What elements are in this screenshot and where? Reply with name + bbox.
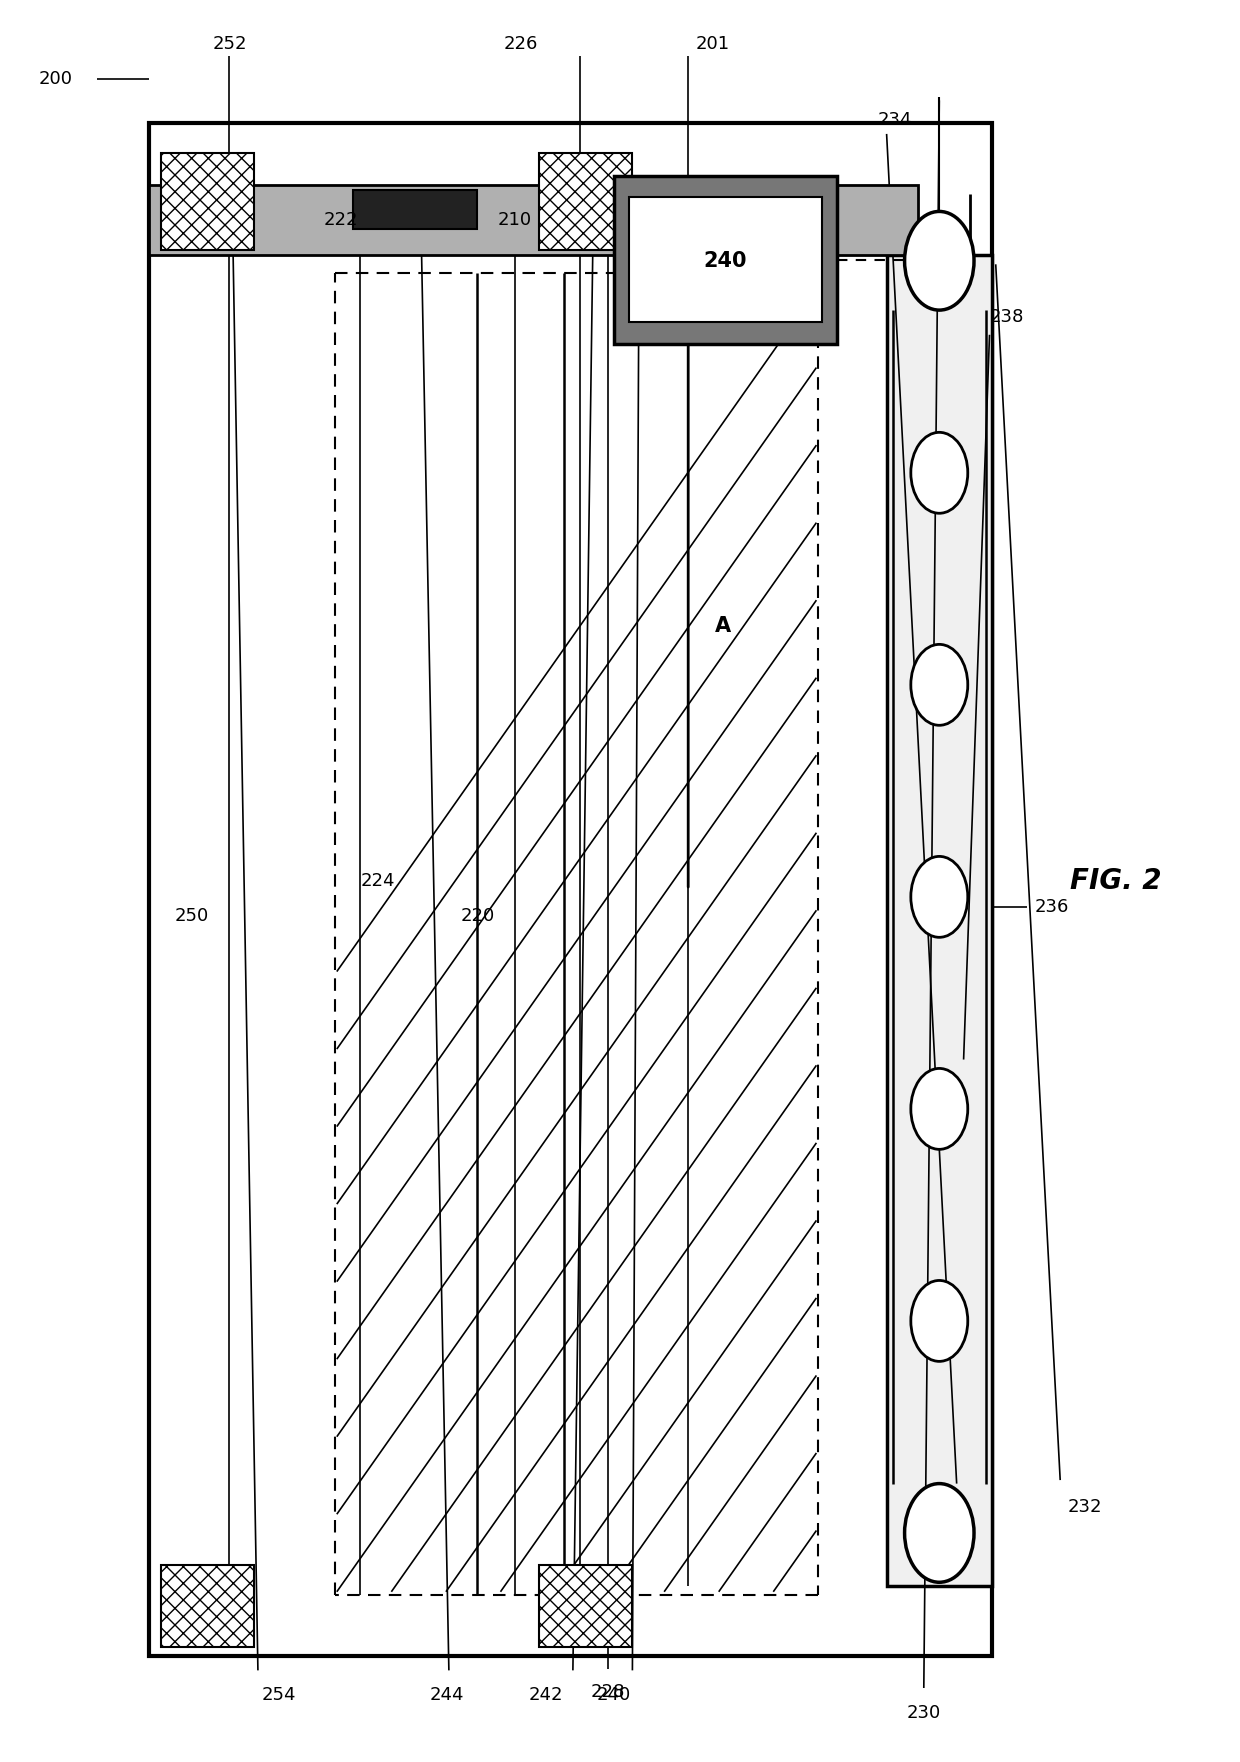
Text: 240: 240 xyxy=(596,1686,631,1704)
Text: A: A xyxy=(714,615,732,636)
Text: 224: 224 xyxy=(361,872,396,890)
Circle shape xyxy=(911,432,967,513)
Text: 201: 201 xyxy=(696,35,730,53)
Text: 240: 240 xyxy=(703,250,748,271)
Bar xyxy=(887,255,992,1586)
Text: 220: 220 xyxy=(460,907,495,925)
Circle shape xyxy=(904,1484,975,1582)
Text: 250: 250 xyxy=(175,907,210,925)
Bar xyxy=(149,185,918,255)
Bar xyxy=(539,1565,632,1647)
Text: 230: 230 xyxy=(906,1704,941,1721)
Circle shape xyxy=(911,1281,967,1362)
Text: 254: 254 xyxy=(262,1686,296,1704)
Circle shape xyxy=(911,856,967,937)
Text: 244: 244 xyxy=(429,1686,464,1704)
Text: 234: 234 xyxy=(878,111,913,129)
Text: 232: 232 xyxy=(1068,1498,1102,1515)
Bar xyxy=(629,197,822,322)
Circle shape xyxy=(904,211,975,310)
Text: 252: 252 xyxy=(212,35,247,53)
Text: 236: 236 xyxy=(1034,899,1069,916)
Bar xyxy=(353,190,477,229)
Circle shape xyxy=(911,645,967,726)
Text: FIG. 2: FIG. 2 xyxy=(1070,867,1162,895)
Bar xyxy=(149,123,992,1656)
Text: 228: 228 xyxy=(590,1683,625,1700)
Bar xyxy=(161,1565,254,1647)
Circle shape xyxy=(911,1068,967,1149)
Bar xyxy=(161,153,254,250)
Text: 210: 210 xyxy=(497,211,532,229)
Text: 226: 226 xyxy=(503,35,538,53)
Text: 222: 222 xyxy=(324,211,358,229)
Bar xyxy=(614,176,837,344)
Text: 242: 242 xyxy=(528,1686,563,1704)
Text: 238: 238 xyxy=(990,308,1024,326)
Bar xyxy=(539,153,632,250)
Text: 200: 200 xyxy=(38,70,73,88)
